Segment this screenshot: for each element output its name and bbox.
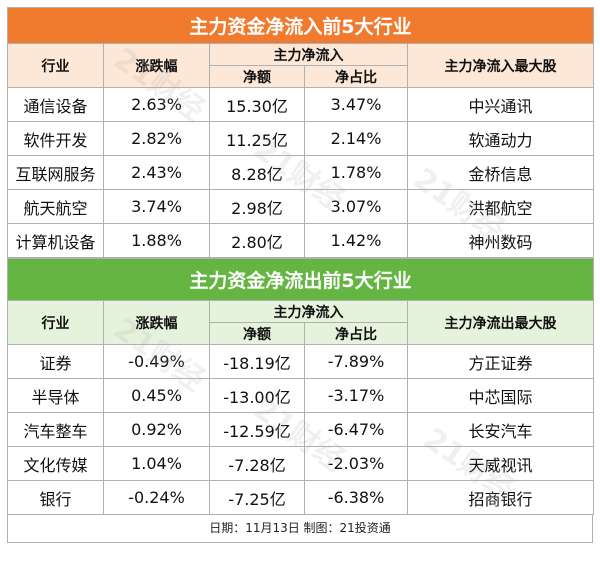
- header-industry: 行业: [7, 43, 104, 88]
- change-cell: -0.49%: [103, 344, 210, 379]
- footer-caption: 日期：11月13日 制图：21投资通: [7, 515, 593, 543]
- ratio-cell: -6.47%: [304, 412, 408, 447]
- amount-cell: 11.25亿: [209, 121, 305, 156]
- ratio-cell: 3.07%: [304, 189, 408, 224]
- stock-cell: 神州数码: [406, 223, 595, 258]
- amount-cell: -7.25亿: [209, 480, 305, 515]
- table-row: 证券 -0.49% -18.19亿 -7.89% 方正证券: [7, 344, 595, 379]
- table-row: 汽车整车 0.92% -12.59亿 -6.47% 长安汽车: [7, 412, 595, 447]
- industry-cell: 文化传媒: [7, 446, 104, 481]
- header-industry: 行业: [7, 300, 104, 345]
- table-row: 航天航空 3.74% 2.98亿 3.07% 洪都航空: [7, 189, 595, 224]
- industry-cell: 互联网服务: [7, 155, 104, 190]
- table-row: 互联网服务 2.43% 8.28亿 1.78% 金桥信息: [7, 155, 595, 190]
- industry-cell: 软件开发: [7, 121, 104, 156]
- change-cell: 2.63%: [103, 87, 210, 122]
- ratio-cell: 1.42%: [304, 223, 408, 258]
- inflow-table: 主力资金净流入前5大行业 行业 涨跌幅 主力净流入 主力净流入最大股 净额 净占…: [6, 7, 595, 258]
- outflow-title: 主力资金净流出前5大行业: [6, 258, 595, 301]
- header-ratio: 净占比: [304, 322, 408, 345]
- change-cell: 0.92%: [103, 412, 210, 447]
- stock-cell: 长安汽车: [406, 412, 595, 447]
- table-row: 银行 -0.24% -7.25亿 -6.38% 招商银行: [7, 480, 595, 515]
- industry-cell: 汽车整车: [7, 412, 104, 447]
- ratio-cell: -3.17%: [304, 378, 408, 413]
- industry-cell: 航天航空: [7, 189, 104, 224]
- industry-cell: 计算机设备: [7, 223, 104, 258]
- ratio-cell: 3.47%: [304, 87, 408, 122]
- header-amount: 净额: [209, 322, 305, 345]
- header-top-stock: 主力净流入最大股: [406, 43, 595, 88]
- industry-cell: 证券: [7, 344, 104, 379]
- amount-cell: 2.80亿: [209, 223, 305, 258]
- ratio-cell: -2.03%: [304, 446, 408, 481]
- table-row: 计算机设备 1.88% 2.80亿 1.42% 神州数码: [7, 223, 595, 258]
- amount-cell: 15.30亿: [209, 87, 305, 122]
- header-amount: 净额: [209, 65, 305, 88]
- amount-cell: 8.28亿: [209, 155, 305, 190]
- header-main-inflow: 主力净流入: [209, 300, 408, 323]
- table-row: 文化传媒 1.04% -7.28亿 -2.03% 天威视讯: [7, 446, 595, 481]
- change-cell: 2.82%: [103, 121, 210, 156]
- amount-cell: -7.28亿: [209, 446, 305, 481]
- header-top-stock: 主力净流出最大股: [406, 300, 595, 345]
- industry-cell: 银行: [7, 480, 104, 515]
- stock-cell: 方正证券: [406, 344, 595, 379]
- change-cell: 2.43%: [103, 155, 210, 190]
- change-cell: 0.45%: [103, 378, 210, 413]
- table-row: 软件开发 2.82% 11.25亿 2.14% 软通动力: [7, 121, 595, 156]
- change-cell: 1.88%: [103, 223, 210, 258]
- stock-cell: 软通动力: [406, 121, 595, 156]
- table-row: 半导体 0.45% -13.00亿 -3.17% 中芯国际: [7, 378, 595, 413]
- change-cell: -0.24%: [103, 480, 210, 515]
- stock-cell: 中芯国际: [406, 378, 595, 413]
- table-row: 通信设备 2.63% 15.30亿 3.47% 中兴通讯: [7, 87, 595, 122]
- header-change: 涨跌幅: [103, 43, 210, 88]
- change-cell: 3.74%: [103, 189, 210, 224]
- outflow-table: 主力资金净流出前5大行业 行业 涨跌幅 主力净流入 主力净流出最大股 净额 净占…: [6, 258, 595, 515]
- stock-cell: 招商银行: [406, 480, 595, 515]
- amount-cell: -18.19亿: [209, 344, 305, 379]
- stock-cell: 洪都航空: [406, 189, 595, 224]
- amount-cell: -13.00亿: [209, 378, 305, 413]
- ratio-cell: -7.89%: [304, 344, 408, 379]
- header-main-inflow: 主力净流入: [209, 43, 408, 66]
- inflow-title: 主力资金净流入前5大行业: [6, 7, 595, 44]
- industry-cell: 通信设备: [7, 87, 104, 122]
- ratio-cell: -6.38%: [304, 480, 408, 515]
- stock-cell: 金桥信息: [406, 155, 595, 190]
- stock-cell: 中兴通讯: [406, 87, 595, 122]
- change-cell: 1.04%: [103, 446, 210, 481]
- header-change: 涨跌幅: [103, 300, 210, 345]
- amount-cell: 2.98亿: [209, 189, 305, 224]
- stock-cell: 天威视讯: [406, 446, 595, 481]
- header-ratio: 净占比: [304, 65, 408, 88]
- ratio-cell: 2.14%: [304, 121, 408, 156]
- industry-cell: 半导体: [7, 378, 104, 413]
- ratio-cell: 1.78%: [304, 155, 408, 190]
- amount-cell: -12.59亿: [209, 412, 305, 447]
